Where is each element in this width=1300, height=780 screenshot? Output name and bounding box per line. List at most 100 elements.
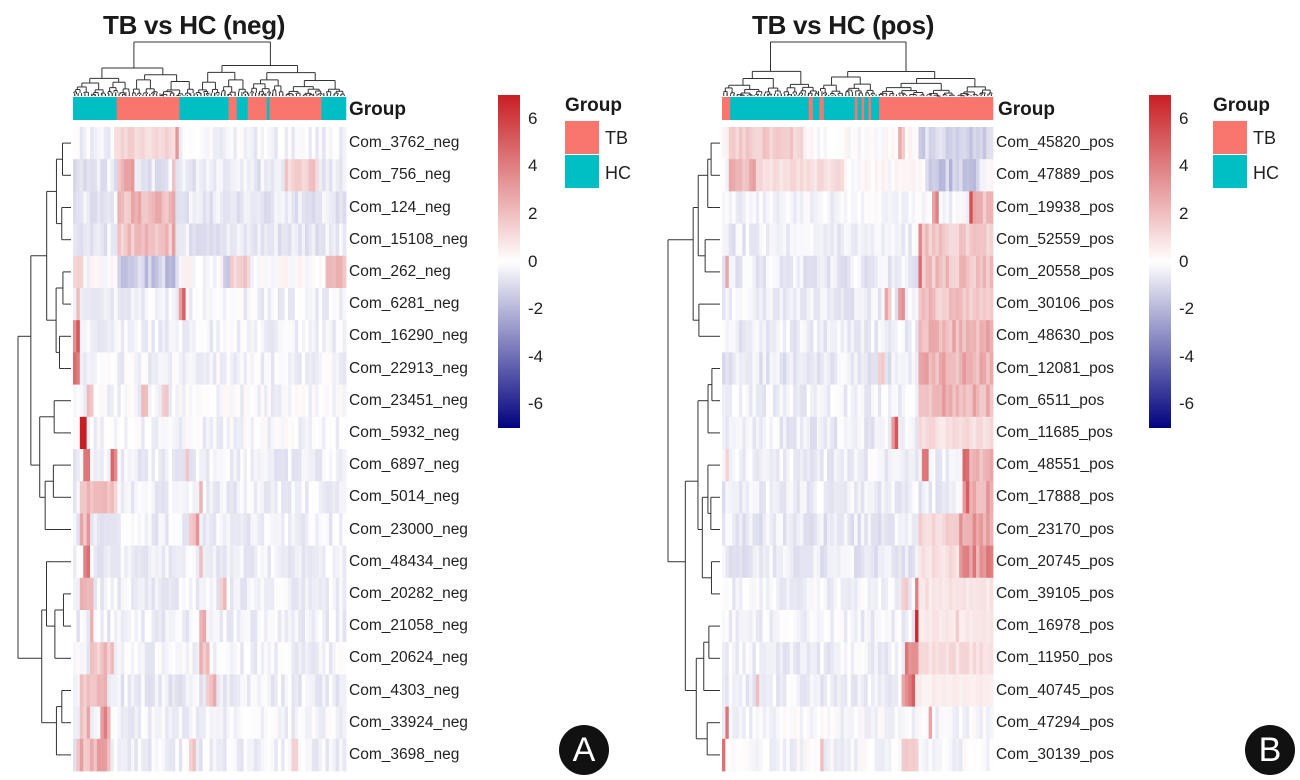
heatmap-cell [134, 513, 139, 546]
heatmap-cell [840, 159, 845, 192]
heatmap-cell [165, 642, 169, 675]
heatmap-cell [315, 738, 320, 772]
heatmap-cell [901, 577, 906, 611]
heatmap-cell [742, 481, 747, 514]
heatmap-cell [722, 288, 726, 321]
heatmap-cell [192, 352, 197, 385]
heatmap-cell [305, 706, 309, 740]
heatmap-cell [806, 610, 811, 643]
heatmap-cell [911, 545, 916, 579]
heatmap-cell [339, 223, 343, 257]
heatmap-cell [806, 449, 811, 482]
heatmap-cell [270, 320, 275, 353]
heatmap-cell [759, 706, 764, 740]
heatmap-cell [202, 223, 207, 257]
heatmap-cell [212, 159, 217, 192]
heatmap-cell [847, 191, 852, 224]
heatmap-cells [722, 127, 994, 772]
heatmap-cell [742, 223, 747, 257]
heatmap-cell [154, 191, 159, 224]
heatmap-cell [884, 706, 889, 740]
heatmap-cell [860, 384, 865, 418]
heatmap-cell [209, 706, 214, 740]
heatmap-cell [755, 738, 760, 772]
heatmap-cell [195, 513, 200, 546]
heatmap-cell [948, 706, 953, 740]
heatmap-cell [158, 481, 163, 514]
row-label: Com_11950_pos [996, 649, 1113, 667]
heatmap-cell [847, 642, 852, 675]
heatmap-cell [117, 255, 122, 289]
heatmap-cell [759, 738, 764, 772]
heatmap-cell [325, 738, 330, 772]
heatmap-cell [229, 223, 234, 257]
heatmap-cell [874, 223, 879, 257]
heatmap-cell [884, 288, 889, 321]
heatmap-cell [284, 674, 289, 707]
annotation-name: Group [349, 99, 406, 120]
heatmap-cell [73, 191, 77, 224]
heatmap-cell [772, 191, 777, 224]
heatmap-cell [223, 159, 227, 192]
heatmap-cell [223, 642, 227, 675]
heatmap-cell [962, 223, 967, 257]
heatmap-cell [793, 481, 797, 514]
heatmap-cell [260, 449, 265, 482]
heatmap-cell [124, 481, 128, 514]
heatmap-cell [921, 255, 926, 289]
heatmap-cell [813, 738, 818, 772]
heatmap-cell [76, 545, 81, 579]
heatmap-cell [236, 255, 241, 289]
heatmap-cell [799, 352, 804, 385]
heatmap-cell [942, 545, 946, 579]
heatmap-cell [908, 513, 913, 546]
heatmap-cell [73, 255, 77, 289]
heatmap-cell [799, 610, 804, 643]
heatmap-cell [270, 674, 275, 707]
heatmap-cell [243, 127, 248, 160]
heatmap-cell [154, 674, 159, 707]
heatmap-cell [867, 449, 872, 482]
heatmap-cell [752, 449, 757, 482]
heatmap-cell [738, 674, 743, 707]
heatmap-cell [127, 674, 132, 707]
heatmap-cell [728, 191, 733, 224]
heatmap-cell [884, 223, 889, 257]
heatmap-cell [769, 288, 774, 321]
heatmap-cell [202, 384, 207, 418]
heatmap-cell [247, 191, 251, 224]
heatmap-cell [253, 384, 258, 418]
heatmap-cell [816, 610, 821, 643]
heatmap-cell [257, 159, 262, 192]
heatmap-cell [161, 223, 166, 257]
heatmap-cell [820, 223, 825, 257]
heatmap-cell [833, 384, 838, 418]
heatmap-cell [816, 191, 821, 224]
heatmap-cell [969, 255, 974, 289]
heatmap-cell [178, 577, 183, 611]
heatmap-cell [332, 159, 337, 192]
row-label: Com_20558_pos [996, 262, 1115, 280]
heatmap-cell [243, 255, 248, 289]
heatmap-cell [935, 706, 940, 740]
heatmap-cell [752, 416, 757, 450]
heatmap-cell [837, 352, 841, 385]
heatmap-cell [212, 320, 217, 353]
heatmap-cell [342, 223, 347, 257]
heatmap-cell [982, 577, 987, 611]
heatmap-cell [786, 545, 791, 579]
heatmap-cell [76, 191, 81, 224]
heatmap-cell [107, 577, 111, 611]
heatmap-cell [732, 513, 736, 546]
heatmap-cell [240, 159, 245, 192]
heatmap-cell [117, 159, 122, 192]
heatmap-cell [284, 384, 289, 418]
heatmap-cell [904, 545, 909, 579]
heatmap-cell [189, 127, 193, 160]
heatmap-cell [253, 223, 258, 257]
heatmap-cell [965, 674, 970, 707]
heatmap-cell [935, 416, 940, 450]
heatmap-cell [745, 577, 750, 611]
heatmap-cell [803, 191, 808, 224]
heatmap-cell [318, 416, 323, 450]
